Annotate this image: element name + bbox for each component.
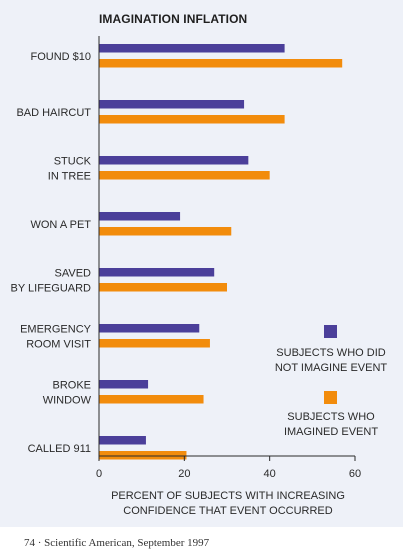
chart-title: IMAGINATION INFLATION — [99, 12, 248, 26]
x-tick-label: 60 — [349, 468, 361, 480]
bar-not-imagined — [99, 436, 146, 445]
x-axis-label: CONFIDENCE THAT EVENT OCCURRED — [123, 505, 332, 517]
category-label: IN TREE — [48, 170, 91, 182]
legend-label: SUBJECTS WHO DID — [276, 347, 385, 359]
bar-not-imagined — [99, 268, 215, 277]
category-label: SAVED — [55, 267, 92, 279]
bar-imagined — [99, 227, 232, 236]
chart-panel — [0, 0, 403, 527]
legend-swatch — [324, 391, 337, 404]
bar-imagined — [99, 171, 270, 180]
bar-not-imagined — [99, 44, 285, 53]
legend-label: IMAGINED EVENT — [284, 426, 378, 438]
bar-not-imagined — [99, 212, 181, 221]
bar-imagined — [99, 283, 227, 292]
bar-imagined — [99, 339, 210, 348]
page-footer: 74 · Scientific American, September 1997 — [24, 537, 210, 549]
category-label: STUCK — [54, 155, 92, 167]
category-label: WINDOW — [43, 394, 92, 406]
bar-chart: FOUND $10 BAD HAIRCUT STUCK IN TREE WON A PE… — [11, 36, 388, 517]
category-label: CALLED 911 — [28, 443, 91, 455]
x-tick-label: 20 — [178, 468, 190, 480]
category-label: FOUND $10 — [30, 51, 91, 63]
legend-swatch — [324, 325, 337, 338]
category-label: BAD HAIRCUT — [16, 107, 91, 119]
x-tick-label: 0 — [96, 468, 102, 480]
category-label: BY LIFEGUARD — [11, 282, 92, 294]
bar-imagined — [99, 395, 204, 404]
bar-not-imagined — [99, 380, 149, 389]
category-label: WON A PET — [30, 219, 91, 231]
category-label: BROKE — [52, 379, 91, 391]
x-tick-label: 40 — [264, 468, 276, 480]
bar-not-imagined — [99, 100, 245, 109]
bar-imagined — [99, 59, 343, 68]
x-axis-label: PERCENT OF SUBJECTS WITH INCREASING — [111, 490, 345, 502]
bar-imagined — [99, 115, 285, 124]
legend-label: SUBJECTS WHO — [287, 411, 375, 423]
category-label: EMERGENCY — [20, 323, 92, 335]
bar-not-imagined — [99, 156, 249, 165]
bar-imagined — [99, 451, 187, 460]
bar-not-imagined — [99, 324, 200, 333]
legend-label: NOT IMAGINE EVENT — [275, 362, 388, 374]
category-label: ROOM VISIT — [26, 338, 91, 350]
